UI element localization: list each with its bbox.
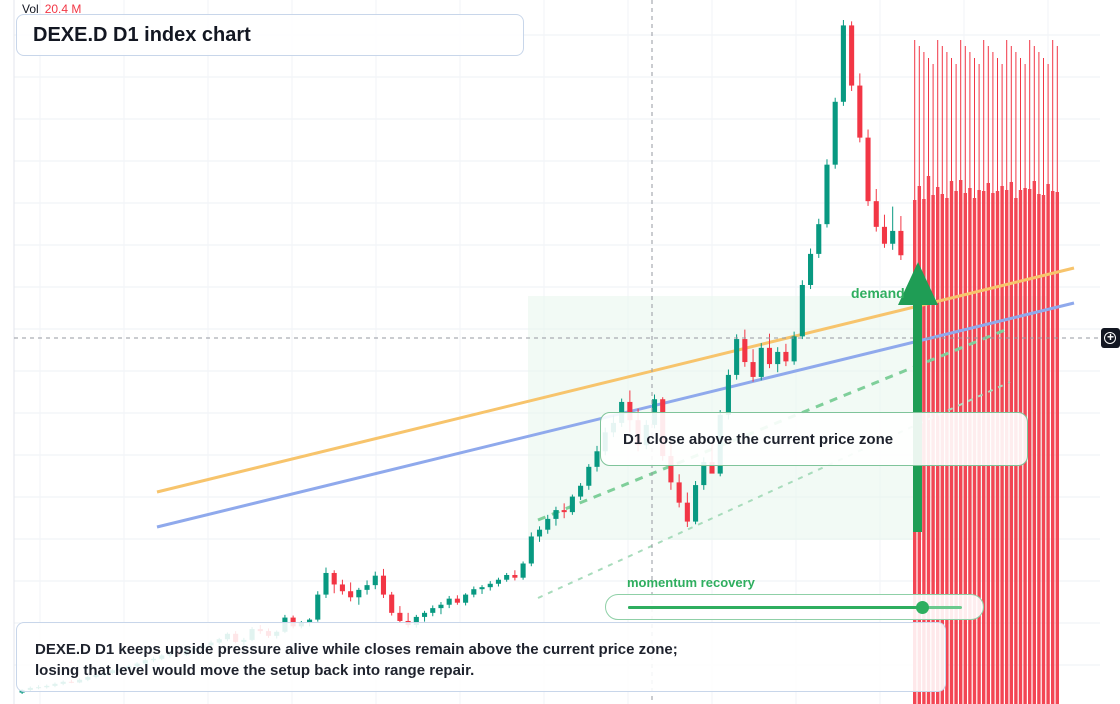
candle-body — [372, 575, 378, 586]
volume-bar — [1032, 181, 1036, 704]
candle-body — [356, 589, 362, 598]
volume-bar — [1051, 191, 1055, 704]
candle-body — [364, 585, 370, 590]
candle-body — [569, 496, 575, 513]
candle-body — [520, 563, 526, 578]
candle-body — [898, 230, 904, 256]
momentum-knob — [915, 601, 929, 614]
support-dashed-line — [537, 326, 1011, 522]
candle-body — [594, 451, 600, 467]
candle-body — [545, 518, 551, 530]
volume-value: 20.4 M — [44, 2, 82, 16]
candle-body — [832, 101, 838, 165]
momentum-fill — [628, 606, 922, 609]
candle-body — [750, 362, 756, 377]
volume-bar — [1046, 184, 1050, 704]
candle-body — [430, 608, 436, 613]
chart-title-box: DEXE.D D1 index chart — [16, 14, 524, 56]
candle-body — [380, 575, 387, 595]
candle-body — [438, 604, 444, 609]
candle-body — [701, 462, 707, 486]
candle-body — [742, 339, 748, 363]
candle-body — [709, 462, 715, 474]
candle-body — [454, 598, 460, 603]
candle-body — [824, 164, 830, 225]
candle-body — [849, 25, 855, 86]
candle-body — [734, 339, 740, 375]
candle-body — [331, 572, 337, 585]
candle-body — [857, 85, 863, 138]
volume-bar — [1055, 192, 1059, 704]
candle-body — [676, 482, 682, 503]
candle-body — [758, 347, 764, 377]
candle-body — [783, 351, 789, 362]
candle-body — [553, 510, 559, 519]
candle-body — [775, 351, 781, 365]
add-crosshair-button[interactable]: + — [1101, 328, 1120, 348]
candle-body — [290, 617, 296, 627]
candle-body — [528, 536, 534, 564]
candle-body — [725, 374, 731, 415]
candle-body — [487, 583, 493, 588]
candle-body — [339, 584, 345, 592]
candle-body — [766, 347, 773, 365]
volume-bar — [1028, 189, 1032, 704]
candle-body — [421, 612, 428, 617]
candle-body — [512, 574, 518, 578]
candle-body — [446, 598, 452, 605]
momentum-label: momentum recovery — [627, 575, 755, 590]
candle-body — [413, 616, 419, 626]
demand-label: demand — [851, 285, 905, 301]
candle-body — [684, 502, 690, 522]
candle-body — [397, 612, 403, 621]
candle-body — [791, 336, 797, 362]
momentum-track — [628, 601, 962, 614]
candle-body — [479, 587, 485, 590]
volume-indicator: Vol 20.4 M — [22, 2, 81, 16]
volume-bar — [1037, 194, 1041, 704]
candle-body — [307, 619, 313, 623]
arrow-head — [898, 262, 938, 305]
candle-body — [504, 574, 510, 580]
candle-body — [865, 137, 871, 202]
candle-body — [668, 456, 674, 483]
summary-line-1: DEXE.D D1 keeps upside pressure alive wh… — [35, 641, 678, 658]
price-zone-callout: D1 close above the current price zone — [600, 412, 1028, 466]
volume-bar — [1041, 195, 1046, 704]
candle-body — [389, 594, 395, 613]
candle-body — [315, 594, 321, 620]
candle-body — [693, 485, 699, 522]
candle-body — [586, 466, 592, 486]
candle-body — [578, 485, 584, 497]
candles — [19, 20, 904, 694]
candle-body — [536, 529, 543, 537]
candle-body — [495, 579, 502, 584]
momentum-gauge — [605, 594, 984, 620]
candle-body — [816, 224, 822, 254]
candle-body — [463, 594, 469, 603]
candle-body — [561, 510, 567, 513]
candle-body — [799, 284, 805, 337]
candle-body — [808, 253, 814, 285]
candle-body — [873, 201, 879, 227]
candle-body — [471, 589, 477, 595]
plus-icon: + — [1106, 330, 1114, 344]
callout-text: D1 close above the current price zone — [623, 430, 894, 448]
candle-body — [881, 226, 888, 244]
volume-label: Vol — [22, 2, 39, 16]
candle-body — [627, 401, 633, 421]
summary-box: DEXE.D D1 keeps upside pressure alive wh… — [16, 622, 946, 692]
candle-body — [323, 572, 329, 595]
candle-body — [348, 591, 354, 598]
chart-title: DEXE.D D1 index chart — [33, 23, 251, 46]
candle-body — [840, 25, 846, 102]
candle-body — [890, 230, 896, 244]
summary-line-2: losing that level would move the setup b… — [35, 662, 475, 679]
